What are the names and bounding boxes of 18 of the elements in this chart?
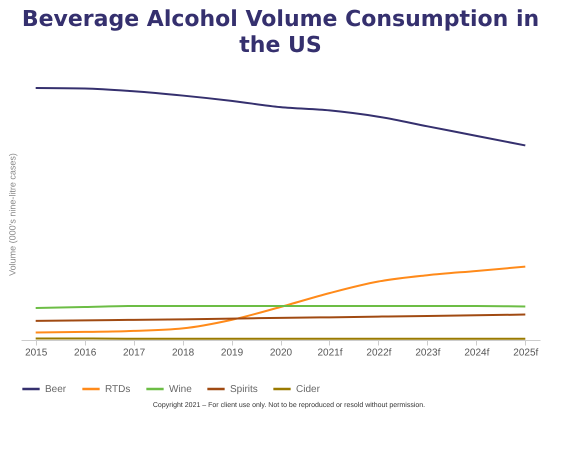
x-tick-label: 2020 — [270, 348, 293, 358]
x-tick-label: 2022f — [366, 348, 392, 358]
legend-label: Beer — [45, 384, 67, 395]
chart-title: Beverage Alcohol Volume Consumption in the US — [22, 7, 540, 58]
legend-label: Cider — [296, 384, 321, 395]
legend-label: Spirits — [230, 384, 258, 395]
x-tick-label: 2018 — [172, 348, 195, 358]
legend-label: RTDs — [105, 384, 130, 395]
x-tick-label: 2016 — [74, 348, 97, 358]
x-tick-label: 2015 — [25, 348, 48, 358]
legend-label: Wine — [169, 384, 192, 395]
x-tick-label: 2021f — [317, 348, 343, 358]
x-tick-label: 2019 — [220, 348, 244, 358]
x-tick-label: 2024f — [464, 348, 490, 358]
x-tick-label: 2023f — [415, 348, 441, 358]
x-tick-label: 2017 — [122, 348, 146, 358]
y-axis-title: Volume (000's nine-litre cases) — [8, 153, 18, 276]
x-tick-label: 2025f — [513, 348, 539, 358]
